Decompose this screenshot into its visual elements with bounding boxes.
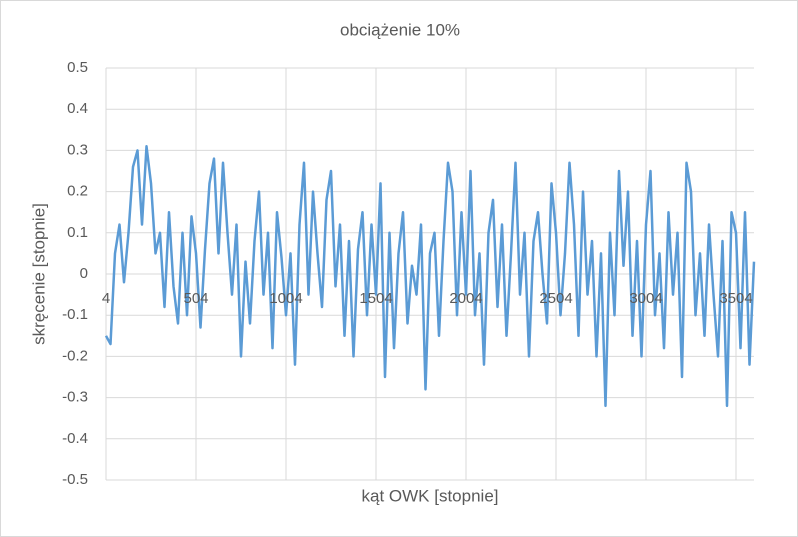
x-tick-label: 3004: [629, 290, 662, 307]
x-tick-label: 504: [183, 290, 208, 307]
y-tick-label: 0.4: [67, 100, 88, 117]
y-tick-label: -0.4: [62, 430, 88, 447]
x-tick-label: 4: [102, 290, 110, 307]
y-tick-label: 0.2: [67, 183, 88, 200]
y-tick-label: -0.3: [62, 389, 88, 406]
y-tick-label: 0.1: [67, 224, 88, 241]
y-axis-label: skręcenie [stopnie]: [29, 203, 48, 345]
y-tick-label: 0.5: [67, 59, 88, 76]
y-tick-label: -0.2: [62, 347, 88, 364]
chart-title: obciążenie 10%: [340, 20, 460, 39]
x-tick-label: 2004: [449, 290, 482, 307]
x-tick-label: 1504: [359, 290, 392, 307]
y-tick-label: 0: [80, 265, 88, 282]
y-tick-label: 0.3: [67, 141, 88, 158]
x-tick-label: 3504: [719, 290, 752, 307]
x-axis-label: kąt OWK [stopnie]: [362, 486, 499, 505]
data-line: [104, 145, 756, 408]
y-tick-label: -0.1: [62, 306, 88, 323]
y-tick-label: -0.5: [62, 471, 88, 488]
x-tick-label: 2504: [539, 290, 572, 307]
x-tick-label: 1004: [269, 290, 302, 307]
